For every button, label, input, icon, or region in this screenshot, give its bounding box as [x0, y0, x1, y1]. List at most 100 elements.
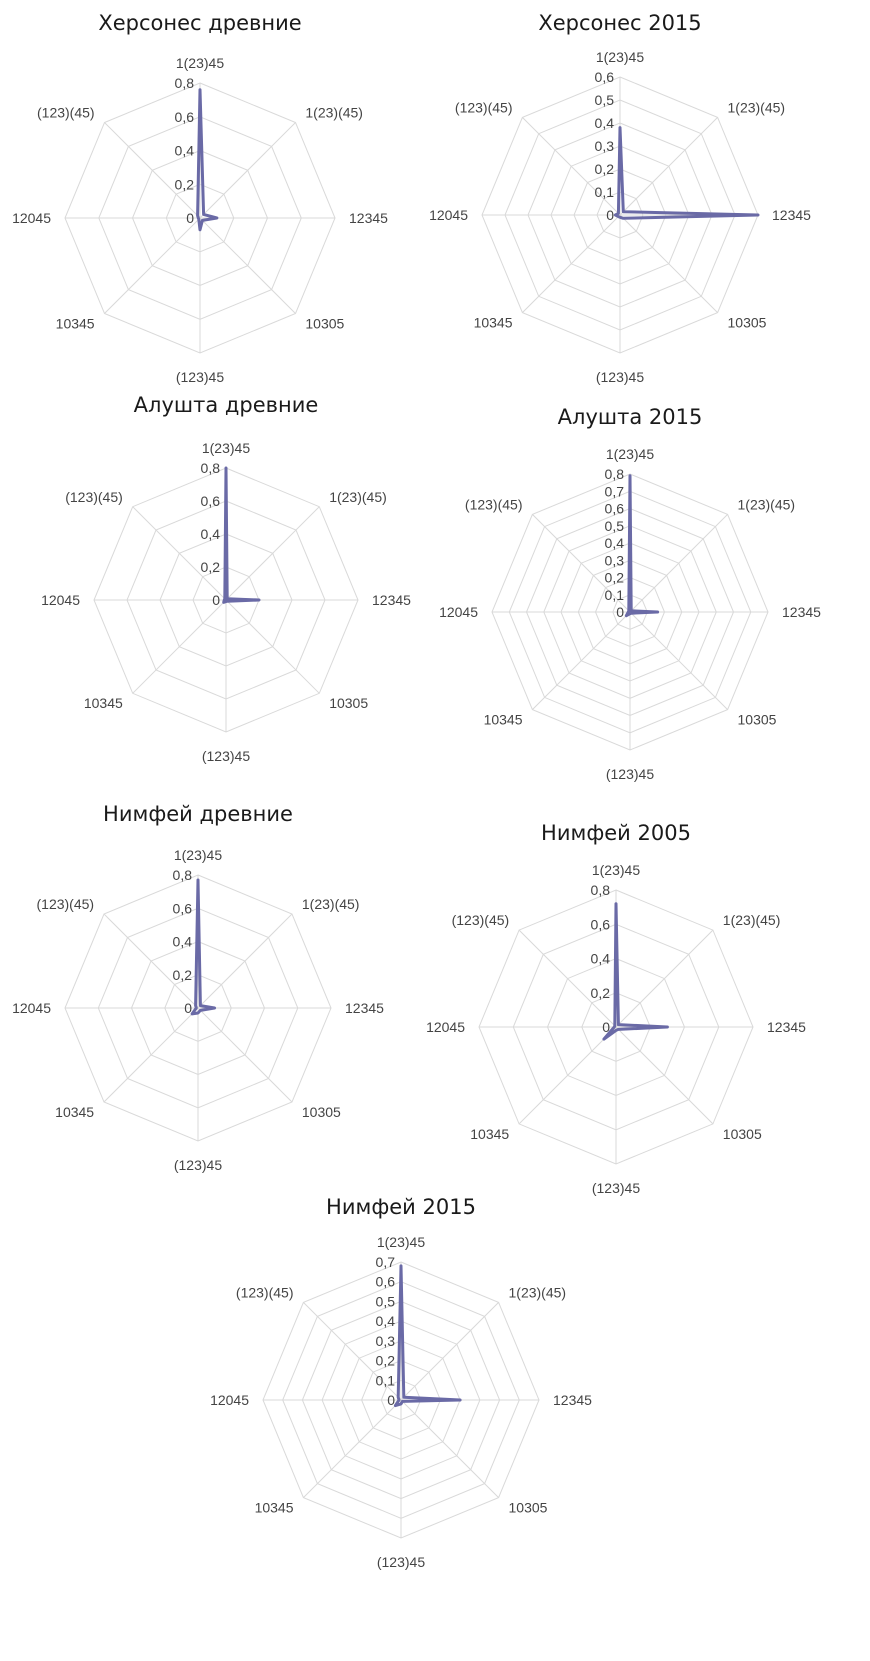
tick-label: 0,6 [175, 109, 195, 125]
category-label: (123)45 [176, 369, 224, 385]
axis-spoke [225, 506, 320, 601]
radar-chart-1: Херсонес древние 0 0,2 0,4 0,6 0,8 1(23)45 1(23… [12, 11, 388, 385]
series-line [222, 466, 261, 604]
axis-spoke [532, 514, 631, 613]
category-label: 10345 [55, 1104, 94, 1120]
category-label: (123)45 [592, 1180, 640, 1196]
chart-title: Херсонес древние [98, 11, 301, 35]
category-label: 10305 [723, 1126, 762, 1142]
tick-label: 0,4 [173, 934, 193, 950]
chart-title: Нимфей 2015 [326, 1195, 476, 1219]
tick-label: 0,2 [175, 176, 195, 192]
tick-label: 0,8 [605, 466, 625, 482]
tick-label: 0,7 [605, 483, 625, 499]
category-label: 1(23)45 [606, 446, 654, 462]
category-label: 1(23)45 [377, 1234, 425, 1250]
category-label: 12345 [782, 604, 821, 620]
axis-spoke [103, 913, 199, 1009]
category-label: 10305 [509, 1500, 548, 1516]
tick-label: 0,6 [201, 493, 221, 509]
category-label: 10345 [470, 1126, 509, 1142]
category-label: 1(23)(45) [723, 912, 781, 928]
category-label: 12345 [345, 1000, 384, 1016]
category-label: 12045 [12, 1000, 51, 1016]
tick-label: 0,7 [376, 1254, 396, 1270]
category-label: 1(23)45 [174, 847, 222, 863]
axis-spoke [615, 1026, 714, 1125]
tick-label: 0 [387, 1392, 395, 1408]
category-label: 10305 [305, 315, 344, 331]
axis-spoke [303, 1399, 402, 1498]
category-label: 10305 [329, 695, 368, 711]
axis-spoke [400, 1302, 499, 1401]
category-label: 1(23)(45) [305, 105, 363, 121]
tick-label: 0,1 [595, 184, 615, 200]
category-label: 12045 [12, 210, 51, 226]
category-label: 10305 [302, 1104, 341, 1120]
axis-spoke [199, 122, 296, 219]
tick-label: 0,3 [605, 552, 625, 568]
axis-spoke [522, 117, 621, 216]
tick-label: 0,4 [175, 143, 195, 159]
radar-chart-6: Нимфей 2005 0 0,2 0,4 0,6 0,8 1(23)45 1(23)(45)… [426, 821, 806, 1196]
series-line [602, 902, 669, 1041]
category-label: 1(23)(45) [509, 1285, 567, 1301]
axis-spoke [400, 1399, 499, 1498]
radar-chart-4: Алушта 2015 00,10,2 0,30,40,50,6 0,70,8 1(23… [439, 405, 821, 782]
axis-spoke [532, 611, 631, 710]
axis-spoke [518, 1026, 617, 1125]
category-label: 1(23)45 [596, 49, 644, 65]
series-line [393, 1264, 462, 1408]
category-label: (123)45 [174, 1157, 222, 1173]
category-label: 10345 [474, 315, 513, 331]
category-label: (123)(45) [465, 497, 523, 513]
category-label: (123)(45) [455, 100, 513, 116]
category-label: 1(23)(45) [738, 497, 796, 513]
category-label: (123)(45) [37, 105, 95, 121]
tick-label: 0,2 [605, 570, 625, 586]
category-label: 10345 [484, 712, 523, 728]
axis-spoke [104, 217, 201, 314]
category-label: 12045 [439, 604, 478, 620]
axis-spoke [522, 214, 621, 313]
tick-label: 0,5 [605, 518, 625, 534]
radar-chart-7: Нимфей 2015 0 0,1 0,2 0,3 0,4 0,5 0,6 0,7 1(23)45… [210, 1195, 592, 1570]
axis-spoke [199, 217, 296, 314]
category-label: 1(23)45 [592, 862, 640, 878]
tick-label: 0,2 [201, 559, 221, 575]
category-label: 12345 [772, 207, 811, 223]
tick-label: 0,4 [201, 526, 221, 542]
category-label: (123)45 [606, 766, 654, 782]
axis-spoke [518, 929, 617, 1028]
tick-label: 0,2 [376, 1353, 396, 1369]
axis-spoke [629, 611, 728, 710]
axis-spoke [197, 1007, 293, 1103]
axis-spoke [104, 122, 201, 219]
axis-spoke [619, 117, 718, 216]
tick-label: 0,1 [376, 1372, 396, 1388]
tick-label: 0,8 [175, 75, 195, 91]
category-label: 10345 [84, 695, 123, 711]
tick-label: 0 [186, 210, 194, 226]
tick-label: 0,8 [173, 867, 193, 883]
tick-label: 0,5 [595, 92, 615, 108]
tick-label: 0,4 [591, 951, 611, 967]
tick-label: 0,4 [595, 115, 615, 131]
tick-label: 0,5 [376, 1293, 396, 1309]
category-label: 1(23)(45) [728, 100, 786, 116]
tick-label: 0,1 [605, 587, 625, 603]
axis-spoke [303, 1302, 402, 1401]
tick-label: 0 [184, 1000, 192, 1016]
radar-chart-3: Алушта древние 0 0,2 0,4 0,6 0,8 1(23)45 1(23)(… [41, 393, 411, 764]
radar-chart-5: Нимфей древние 0 0,2 0,4 0,6 0,8 1(23)45 1(23)(… [12, 802, 384, 1173]
axis-spoke [225, 599, 320, 694]
radar-chart-2: Херсонес 2015 0 0,1 0,2 0,3 0,4 0,5 0,6 1(23)45 1… [429, 11, 811, 385]
tick-label: 0,8 [591, 882, 611, 898]
category-label: 10345 [56, 315, 95, 331]
category-label: 1(23)45 [176, 55, 224, 71]
category-label: 12045 [210, 1392, 249, 1408]
tick-label: 0,4 [376, 1313, 396, 1329]
category-label: 12045 [426, 1019, 465, 1035]
tick-label: 0,2 [595, 161, 615, 177]
